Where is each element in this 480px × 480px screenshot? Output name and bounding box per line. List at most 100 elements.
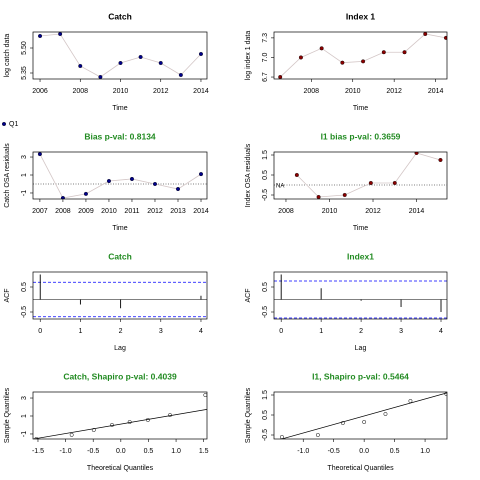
panel: Catch Time log catch data 2006 2008 2010 2012 2… <box>4 11 209 112</box>
y-tick-label: 0.5 <box>262 410 269 420</box>
plot-area <box>279 392 447 439</box>
x-tick-label: 2014 <box>193 88 209 95</box>
panel-title: Catch <box>108 251 132 261</box>
x-axis-label: Lag <box>355 345 367 352</box>
y-tick-label: 0.5 <box>262 170 269 180</box>
data-point <box>106 179 111 184</box>
data-point <box>129 176 134 181</box>
panel: I1 bias p-val: 0.3659 Time Index OSA resid… <box>245 131 448 232</box>
plot-frame <box>273 151 448 200</box>
data-point <box>138 55 143 60</box>
x-tick-label: 3 <box>159 328 163 335</box>
y-tick-label: -0.5 <box>262 429 269 441</box>
x-tick-label: 2 <box>119 328 123 335</box>
data-point <box>402 50 407 55</box>
plot-area <box>278 32 447 79</box>
data-point <box>381 50 386 55</box>
panel: Index 1 Time log index 1 data 2008 2010 2012 2… <box>245 11 448 112</box>
qq-point <box>279 435 284 439</box>
x-tick-label: 2010 <box>113 88 129 95</box>
plot-frame <box>32 151 208 200</box>
qq-point <box>203 393 207 398</box>
data-point <box>199 172 204 177</box>
x-tick-label: -0.5 <box>328 448 340 455</box>
qq-point <box>91 428 96 432</box>
y-tick-label: 7.3 <box>262 33 269 43</box>
data-point <box>423 32 428 36</box>
x-tick-label: 1 <box>319 328 323 335</box>
y-axis-label: Index OSA residuals <box>245 143 252 207</box>
y-axis-label: Sample Quantiles <box>4 387 11 443</box>
data-point <box>316 194 321 199</box>
y-tick-label: -0.5 <box>21 306 28 318</box>
x-axis-label: Time <box>353 225 368 232</box>
data-point <box>98 74 103 79</box>
data-point <box>78 63 83 68</box>
qq-point <box>315 433 320 437</box>
data-point <box>298 55 303 60</box>
plot-area <box>38 32 203 79</box>
data-point <box>361 59 366 64</box>
y-tick-label: 6.7 <box>262 72 269 82</box>
y-axis-label: Catch OSA residuals <box>4 143 11 208</box>
x-axis-label: Theoretical Quantiles <box>87 465 154 472</box>
data-point <box>414 152 419 155</box>
series-line <box>39 153 202 199</box>
x-tick-label: 2008 <box>278 208 294 215</box>
y-tick-label: -1 <box>21 431 28 437</box>
x-tick-label: 0.0 <box>116 448 126 455</box>
plot-area <box>33 393 207 439</box>
x-tick-label: 2014 <box>428 88 444 95</box>
x-tick-label: -1.0 <box>297 448 309 455</box>
x-axis-label: Time <box>353 105 368 112</box>
plot-frame <box>32 391 208 440</box>
data-point <box>443 35 447 40</box>
x-axis-label: Theoretical Quantiles <box>327 465 394 472</box>
data-point <box>83 191 88 196</box>
x-tick-label: 2006 <box>32 88 48 95</box>
x-tick-label: 2010 <box>322 208 338 215</box>
x-tick-label: 2014 <box>193 208 209 215</box>
y-tick-label: 1.5 <box>262 390 269 400</box>
series-line <box>40 33 202 78</box>
data-point <box>340 60 345 65</box>
data-point <box>58 32 63 37</box>
y-axis-label: Sample Quantiles <box>245 387 252 443</box>
na-label: NA <box>276 184 284 190</box>
panel-title: Index1 <box>347 251 374 261</box>
qq-point <box>110 423 114 427</box>
x-tick-label: 2 <box>359 328 363 335</box>
series-line <box>296 152 441 198</box>
plot-area: NA <box>274 152 447 199</box>
plot-frame <box>273 31 448 80</box>
panel: Catch, Shapiro p-val: 0.4039 Theoretical … <box>4 371 209 472</box>
x-axis-label: Time <box>112 105 127 112</box>
data-point <box>178 72 183 77</box>
plot-area <box>274 274 447 319</box>
plot-frame <box>273 271 448 320</box>
data-point <box>278 75 283 79</box>
x-tick-label: 3 <box>399 328 403 335</box>
x-tick-label: 2008 <box>72 88 88 95</box>
x-axis-label: Lag <box>114 345 126 352</box>
y-tick-label: 7.0 <box>262 52 269 62</box>
x-tick-label: 2007 <box>32 208 48 215</box>
data-point <box>342 192 347 197</box>
data-point <box>392 180 397 185</box>
x-tick-label: 0.5 <box>390 448 400 455</box>
plot-frame <box>32 31 208 80</box>
x-tick-label: 2008 <box>55 208 71 215</box>
data-point <box>198 52 203 57</box>
qq-point <box>383 412 388 416</box>
qq-point <box>127 420 132 424</box>
legend-marker <box>2 121 6 126</box>
panel-title: I1 bias p-val: 0.3659 <box>321 131 401 141</box>
qq-line <box>280 392 447 439</box>
panel-title: Catch, Shapiro p-val: 0.4039 <box>63 371 177 381</box>
data-point <box>38 34 43 39</box>
plot-frame <box>273 391 448 440</box>
x-tick-label: 2008 <box>304 88 320 95</box>
panel-title: I1, Shapiro p-val: 0.5464 <box>312 371 409 381</box>
x-tick-label: 0.5 <box>144 448 154 455</box>
qq-point <box>362 420 367 424</box>
